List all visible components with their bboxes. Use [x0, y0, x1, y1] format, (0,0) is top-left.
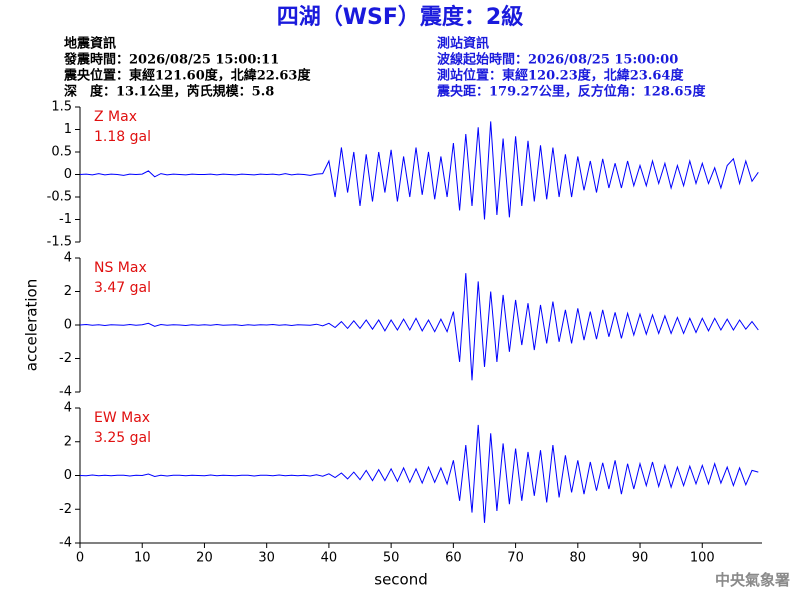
y-tick-label: 0 [64, 468, 72, 483]
y-tick-label: -4 [59, 385, 72, 400]
x-tick-label: 30 [258, 551, 275, 566]
y-tick-label: 2 [64, 284, 72, 299]
y-tick-label: -1.5 [47, 235, 72, 250]
y-tick-label: -0.5 [47, 190, 72, 205]
x-tick-label: 100 [690, 551, 715, 566]
x-axis-label: second [374, 571, 428, 589]
info-right: 震央距：179.27公里，反方位角：128.65度 [436, 84, 707, 100]
info-right: 測站資訊 [437, 36, 489, 52]
y-tick-label: -1 [59, 212, 72, 227]
waveform [79, 424, 759, 523]
y-tick-label: 1 [64, 122, 72, 137]
x-tick-label: 20 [196, 551, 213, 566]
footer: 中央氣象署 [715, 571, 790, 589]
max-annotation: NS Max [94, 260, 147, 276]
waveform [79, 121, 759, 220]
info-right: 測站位置：東經120.23度，北緯23.64度 [437, 68, 684, 84]
x-tick-label: 90 [632, 551, 649, 566]
y-tick-label: -2 [59, 351, 72, 366]
max-annotation: Z Max [94, 109, 137, 125]
y-tick-label: 0 [64, 167, 72, 182]
info-left: 震央位置：東經121.60度，北緯22.63度 [63, 68, 311, 84]
info-right: 波線起始時間：2026/08/25 15:00:00 [437, 52, 678, 68]
x-tick-label: 60 [445, 551, 462, 566]
max-annotation: 3.47 gal [94, 280, 151, 296]
y-tick-label: 0 [64, 318, 72, 333]
y-tick-label: 0.5 [51, 145, 72, 160]
y-tick-label: 1.5 [51, 100, 72, 115]
y-tick-label: 4 [64, 401, 72, 416]
x-tick-label: 40 [321, 551, 338, 566]
info-left: 地震資訊 [64, 36, 116, 52]
x-tick-label: 70 [507, 551, 524, 566]
waveform [79, 273, 759, 381]
max-annotation: EW Max [94, 410, 150, 426]
y-tick-label: -2 [59, 502, 72, 517]
x-tick-label: 80 [570, 551, 587, 566]
y-axis-label: acceleration [23, 279, 41, 371]
y-tick-label: 4 [64, 251, 72, 266]
y-tick-label: -4 [59, 536, 72, 551]
x-tick-label: 50 [383, 551, 400, 566]
info-left: 深 度：13.1公里，芮氏規模：5.8 [64, 84, 274, 100]
max-annotation: 1.18 gal [94, 129, 151, 145]
x-tick-label: 10 [134, 551, 151, 566]
title: 四湖（WSF）震度：2級 [277, 4, 523, 30]
info-left: 發震時間：2026/08/25 15:00:11 [63, 52, 279, 68]
max-annotation: 3.25 gal [94, 430, 151, 446]
y-tick-label: 2 [64, 434, 72, 449]
x-tick-label: 0 [76, 551, 84, 566]
